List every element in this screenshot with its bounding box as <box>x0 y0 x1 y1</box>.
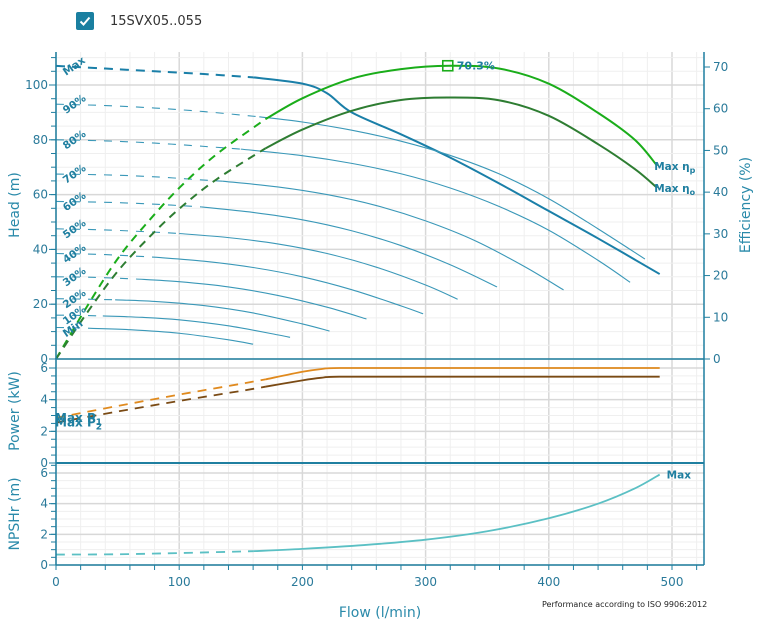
head-curve-50pct-dashed <box>55 228 180 235</box>
npsh-curve-dashed <box>55 550 254 556</box>
efficiency-tick-label: 20 <box>713 269 728 283</box>
head-tick-label: 0 <box>40 352 48 366</box>
series-header: 15SVX05..055 <box>76 10 202 32</box>
head-curve-30pct-dashed <box>55 276 137 280</box>
x-tick-label: 100 <box>168 575 191 589</box>
series-label: 15SVX05..055 <box>110 13 203 29</box>
head-tick-label: 100 <box>25 78 48 92</box>
head-curve-70pct <box>222 180 564 291</box>
power-tick-label: 2 <box>40 424 48 438</box>
power-curve-label: Max P1 <box>55 411 102 428</box>
head-tick-label: 40 <box>33 242 48 256</box>
efficiency-curve-o-dashed <box>55 147 266 360</box>
head-curve-70pct-dashed <box>55 173 223 182</box>
head-curve-label: 40% <box>61 241 89 266</box>
power-tick-label: 0 <box>40 456 48 470</box>
efficiency-tick-label: 40 <box>713 185 728 199</box>
efficiency-curve-o <box>264 96 658 189</box>
head-curve-40pct <box>156 256 424 315</box>
head-curve-label: 60% <box>61 189 89 214</box>
x-tick-label: 0 <box>52 575 60 589</box>
efficiency-tick-label: 50 <box>713 143 728 157</box>
iso-note: Performance according to ISO 9906:2012 <box>542 600 707 609</box>
efficiency-tick-label: 30 <box>713 227 728 241</box>
head-curve-max-dashed <box>55 64 254 79</box>
grid <box>55 52 704 566</box>
power-curve-p1-dashed <box>55 378 266 419</box>
power-curve-p1 <box>265 367 660 381</box>
npsh-axis-title: NPSHr (m) <box>7 477 23 550</box>
npsh-tick-label: 2 <box>40 527 48 541</box>
power-tick-label: 4 <box>40 393 48 407</box>
head-curve-min <box>90 327 254 345</box>
x-tick-label: 400 <box>537 575 560 589</box>
bep-marker <box>441 59 454 72</box>
head-curve-80pct <box>240 148 631 283</box>
head-curve-label: 30% <box>61 265 89 290</box>
head-curve-90pct-dashed <box>55 103 260 118</box>
head-curve-label: 80% <box>61 128 89 153</box>
x-tick-label: 300 <box>414 575 437 589</box>
head-axis-title: Head (m) <box>7 172 23 238</box>
efficiency-tick-label: 10 <box>713 310 728 324</box>
head-curve-50pct <box>179 232 458 300</box>
power-tick-label: 6 <box>40 361 48 375</box>
power-curve-p2-dashed <box>55 385 266 424</box>
efficiency-tick-label: 60 <box>713 102 728 116</box>
head-curve-label: 70% <box>61 162 89 187</box>
head-curve-40pct-dashed <box>55 252 158 258</box>
head-tick-label: 80 <box>33 133 48 147</box>
efficiency-curve-p <box>264 64 658 167</box>
x-tick-label: 200 <box>291 575 314 589</box>
series-checkbox[interactable] <box>76 12 94 30</box>
head-curve-60pct <box>201 206 498 288</box>
checkmark-icon <box>79 16 91 26</box>
head-curve-60pct-dashed <box>55 200 202 208</box>
head-curve-min-dashed <box>55 326 91 329</box>
efficiency-tick-label: 0 <box>713 352 721 366</box>
efficiency-curve-label: Max ηp <box>654 161 695 175</box>
efficiency-curve-p-dashed <box>55 118 267 360</box>
head-tick-label: 20 <box>33 297 48 311</box>
efficiency-axis-title: Efficiency (%) <box>738 157 754 253</box>
npsh-tick-label: 4 <box>40 497 48 511</box>
head-curve-20pct <box>115 299 330 332</box>
power-curve-label: Max P2 <box>55 416 102 433</box>
npsh-tick-label: 6 <box>40 466 48 480</box>
head-curve-max <box>252 76 661 275</box>
npsh-tick-label: 0 <box>40 558 48 572</box>
head-curve-label: 90% <box>61 92 89 117</box>
head-curve-30pct <box>136 278 367 320</box>
flow-axis-title: Flow (l/min) <box>339 605 421 621</box>
head-tick-label: 60 <box>33 188 48 202</box>
head-curve-10pct-dashed <box>55 314 103 317</box>
efficiency-tick-label: 70 <box>713 60 728 74</box>
curves <box>55 59 661 556</box>
power-axis-title: Power (kW) <box>7 371 23 451</box>
head-curve-20pct-dashed <box>55 298 116 301</box>
power-curve-p2 <box>265 375 660 388</box>
head-curve-80pct-dashed <box>55 139 241 150</box>
efficiency-curve-label: Max ηo <box>654 183 695 197</box>
bep-label: 70.3% <box>457 60 495 73</box>
head-curve-label: 50% <box>61 217 89 242</box>
npsh-curve <box>253 473 661 553</box>
npsh-curve-label: Max <box>667 470 692 482</box>
x-tick-label: 500 <box>661 575 684 589</box>
head-curve-10pct <box>102 315 291 338</box>
